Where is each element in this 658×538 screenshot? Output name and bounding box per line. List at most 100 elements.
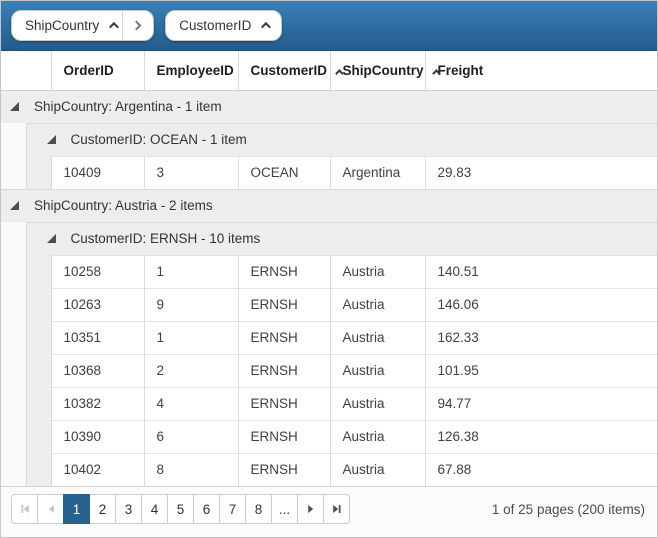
column-header-shipcountry[interactable]: ShipCountry bbox=[329, 51, 441, 91]
group-indent-cell bbox=[1, 453, 27, 486]
group-indent-cell bbox=[1, 222, 27, 255]
column-header-freight[interactable]: Freight bbox=[424, 51, 657, 91]
group-chip-shipcountry[interactable]: ShipCountry bbox=[11, 10, 155, 41]
cell-shipcountry: Austria bbox=[329, 287, 425, 321]
pager-next-button[interactable] bbox=[297, 494, 324, 524]
group-indent-cell bbox=[1, 288, 27, 321]
group-row-content: ShipCountry: Argentina - 1 item bbox=[10, 99, 657, 114]
cell-shipcountry: Argentina bbox=[329, 155, 425, 189]
cell-employeeid: 8 bbox=[143, 452, 238, 486]
pager-page-button-3[interactable]: 3 bbox=[115, 494, 142, 524]
collapse-group-icon[interactable] bbox=[10, 201, 19, 210]
pager-buttons: 1 2 3 4 5 6 7 8... bbox=[11, 494, 350, 524]
cell-shipcountry: Austria bbox=[329, 386, 425, 420]
cell-employeeid: 9 bbox=[143, 287, 238, 321]
group-row-label: CustomerID: OCEAN - 1 item bbox=[70, 132, 247, 147]
group-row-cell: ShipCountry: Argentina - 1 item bbox=[1, 89, 657, 123]
cell-customerid: ERNSH bbox=[237, 452, 330, 486]
group-row-level2[interactable]: CustomerID: ERNSH - 10 items bbox=[1, 221, 658, 255]
cell-employeeid: 3 bbox=[143, 155, 238, 189]
column-header-customerid[interactable]: CustomerID bbox=[237, 51, 344, 91]
cell-freight: 101.95 bbox=[424, 353, 657, 387]
cell-freight: 146.06 bbox=[424, 287, 657, 321]
cell-customerid: ERNSH bbox=[237, 386, 330, 420]
table-row[interactable]: 10263 9 ERNSH Austria 146.06 bbox=[1, 287, 657, 321]
cell-shipcountry: Austria bbox=[329, 419, 425, 453]
pager-last-button[interactable] bbox=[323, 494, 350, 524]
group-columns-header bbox=[1, 51, 51, 91]
group-indent-cell bbox=[1, 255, 27, 288]
sort-ascending-icon bbox=[261, 21, 272, 32]
pager-info: 1 of 25 pages (200 items) bbox=[491, 501, 645, 517]
group-indent-cell bbox=[1, 420, 27, 453]
pager-page-button-7[interactable]: 7 bbox=[219, 494, 246, 524]
cell-freight: 29.83 bbox=[424, 155, 657, 189]
cell-orderid: 10409 bbox=[50, 155, 144, 189]
group-indent-cell bbox=[26, 354, 52, 387]
pager-page-button-6[interactable]: 6 bbox=[193, 494, 220, 524]
cell-shipcountry: Austria bbox=[329, 452, 425, 486]
group-indent-cell bbox=[26, 420, 52, 453]
column-header-employeeid[interactable]: EmployeeID bbox=[143, 51, 238, 91]
pager-page-button-5[interactable]: 5 bbox=[167, 494, 194, 524]
chip-divider bbox=[122, 11, 124, 40]
cell-orderid: 10402 bbox=[50, 452, 144, 486]
group-row-level1[interactable]: ShipCountry: Austria - 2 items bbox=[1, 188, 657, 222]
column-header-label: EmployeeID bbox=[156, 62, 234, 78]
collapse-group-icon[interactable] bbox=[10, 102, 19, 111]
group-indent-cell bbox=[1, 354, 27, 387]
group-chip-label: ShipCountry bbox=[25, 18, 100, 33]
pager-more-button[interactable]: ... bbox=[271, 494, 298, 524]
table-row[interactable]: 10368 2 ERNSH Austria 101.95 bbox=[1, 353, 657, 387]
group-indent-cell bbox=[1, 156, 27, 189]
table-row[interactable]: 10409 3 OCEAN Argentina 29.83 bbox=[1, 155, 657, 189]
cell-shipcountry: Austria bbox=[329, 254, 425, 288]
column-header-label: OrderID bbox=[63, 62, 114, 78]
cell-orderid: 10382 bbox=[50, 386, 144, 420]
cell-shipcountry: Austria bbox=[329, 353, 425, 387]
group-connector-icon bbox=[131, 20, 142, 31]
cell-employeeid: 6 bbox=[143, 419, 238, 453]
group-row-label: ShipCountry: Austria - 2 items bbox=[34, 198, 213, 213]
cell-freight: 162.33 bbox=[424, 320, 657, 354]
table-row[interactable]: 10258 1 ERNSH Austria 140.51 bbox=[1, 254, 657, 288]
group-row-cell: CustomerID: ERNSH - 10 items bbox=[26, 221, 658, 255]
collapse-group-icon[interactable] bbox=[46, 135, 56, 144]
group-indent-cell bbox=[26, 321, 52, 354]
pager-page-button-8[interactable]: 8 bbox=[245, 494, 272, 524]
column-header-orderid[interactable]: OrderID bbox=[50, 51, 144, 91]
group-indent-cell bbox=[26, 156, 52, 189]
pager-page-button-4[interactable]: 4 bbox=[141, 494, 168, 524]
table-row[interactable]: 10390 6 ERNSH Austria 126.38 bbox=[1, 419, 657, 453]
group-row-level1[interactable]: ShipCountry: Argentina - 1 item bbox=[1, 89, 657, 123]
cell-customerid: ERNSH bbox=[237, 353, 330, 387]
column-header-label: CustomerID bbox=[250, 62, 328, 78]
pager-page-button-1[interactable]: 1 bbox=[63, 494, 90, 524]
cell-customerid: OCEAN bbox=[237, 155, 330, 189]
group-row-content: CustomerID: OCEAN - 1 item bbox=[27, 132, 658, 147]
group-chip-customerid[interactable]: CustomerID bbox=[165, 10, 283, 41]
cell-orderid: 10263 bbox=[50, 287, 144, 321]
grid-header: OrderID EmployeeID CustomerID ShipCountry Fr… bbox=[1, 51, 657, 91]
group-row-level2[interactable]: CustomerID: OCEAN - 1 item bbox=[1, 122, 658, 156]
pager: 1 2 3 4 5 6 7 8... 1 of 25 pages (200 items) bbox=[1, 486, 657, 537]
cell-customerid: ERNSH bbox=[237, 287, 330, 321]
table-row[interactable]: 10351 1 ERNSH Austria 162.33 bbox=[1, 320, 657, 354]
group-row-content: CustomerID: ERNSH - 10 items bbox=[27, 231, 658, 246]
cell-freight: 67.88 bbox=[424, 452, 657, 486]
table-row[interactable]: 10402 8 ERNSH Austria 67.88 bbox=[1, 452, 657, 486]
column-header-label: ShipCountry bbox=[342, 62, 424, 78]
cell-employeeid: 4 bbox=[143, 386, 238, 420]
group-row-content: ShipCountry: Austria - 2 items bbox=[10, 198, 657, 213]
collapse-group-icon[interactable] bbox=[46, 234, 56, 243]
group-row-cell: ShipCountry: Austria - 2 items bbox=[1, 188, 657, 222]
group-indent-cell bbox=[26, 288, 52, 321]
group-indent-cell bbox=[1, 123, 27, 156]
pager-prev-button[interactable] bbox=[37, 494, 64, 524]
table-row[interactable]: 10382 4 ERNSH Austria 94.77 bbox=[1, 386, 657, 420]
pager-first-button[interactable] bbox=[11, 494, 38, 524]
pager-page-button-2[interactable]: 2 bbox=[89, 494, 116, 524]
column-header-label: Freight bbox=[437, 62, 484, 78]
cell-freight: 140.51 bbox=[424, 254, 657, 288]
